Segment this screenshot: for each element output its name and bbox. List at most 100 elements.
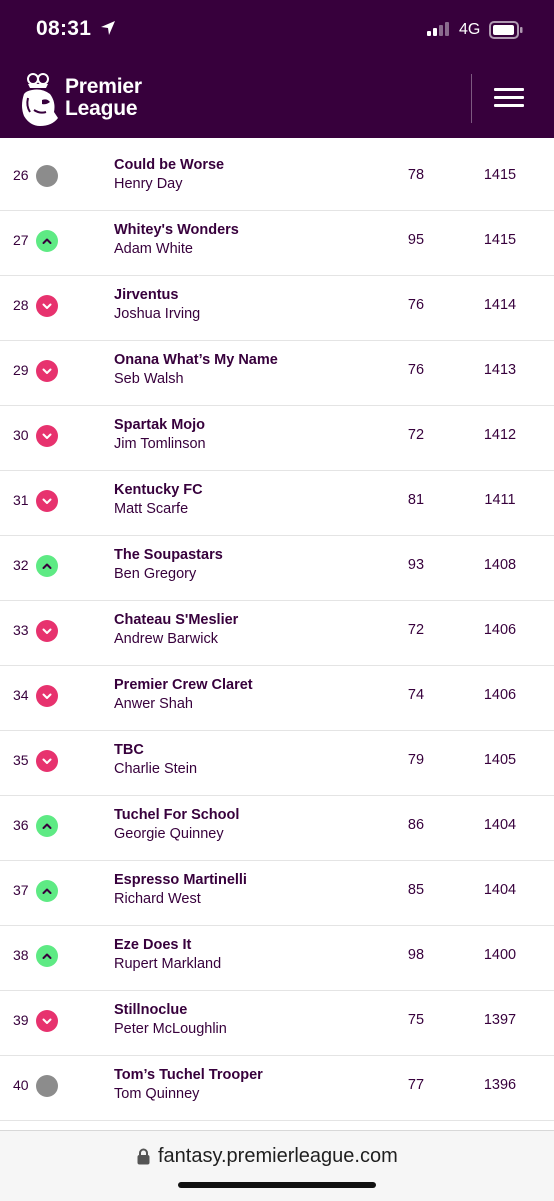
url-text: fantasy.premierleague.com bbox=[158, 1145, 398, 1167]
standings-row[interactable]: 28 Jirventus Joshua Irving 76 1414 bbox=[0, 276, 554, 341]
standings-row[interactable]: 26 Could be Worse Henry Day 78 1415 bbox=[0, 146, 554, 211]
total-points: 1415 bbox=[483, 167, 517, 183]
row-rank: 28 bbox=[13, 297, 29, 313]
standings-row[interactable]: 36 Tuchel For School Georgie Quinney 86 1404 bbox=[0, 796, 554, 861]
gameweek-points: 95 bbox=[407, 232, 425, 248]
standings-row[interactable]: 40 Tom’s Tuchel Trooper Tom Quinney 77 1396 bbox=[0, 1056, 554, 1121]
team-name[interactable]: Onana What’s My Name bbox=[114, 352, 278, 368]
standings-row[interactable]: 37 Espresso Martinelli Richard West 85 1404 bbox=[0, 861, 554, 926]
row-rank: 39 bbox=[13, 1012, 29, 1028]
standings-row[interactable]: 32 The Soupastars Ben Gregory 93 1408 bbox=[0, 536, 554, 601]
standings-row[interactable]: 29 Onana What’s My Name Seb Walsh 76 1413 bbox=[0, 341, 554, 406]
total-points: 1405 bbox=[483, 752, 517, 768]
movement-down-indicator bbox=[36, 1010, 58, 1032]
standings-row[interactable]: 38 Eze Does It Rupert Markland 98 1400 bbox=[0, 926, 554, 991]
gameweek-points: 75 bbox=[407, 1012, 425, 1028]
movement-same-indicator bbox=[36, 165, 58, 187]
team-name[interactable]: Whitey's Wonders bbox=[114, 222, 239, 238]
browser-url-bar[interactable]: fantasy.premierleague.com bbox=[0, 1130, 554, 1201]
rank-up-icon bbox=[42, 238, 52, 244]
team-name[interactable]: Premier Crew Claret bbox=[114, 677, 253, 693]
gameweek-points: 81 bbox=[407, 492, 425, 508]
gameweek-points: 72 bbox=[407, 427, 425, 443]
standings-row[interactable]: 33 Chateau S'Meslier Andrew Barwick 72 1406 bbox=[0, 601, 554, 666]
rank-down-icon bbox=[42, 368, 52, 374]
signal-strength-icon bbox=[427, 22, 449, 36]
menu-icon[interactable] bbox=[494, 88, 530, 112]
team-name[interactable]: The Soupastars bbox=[114, 547, 223, 563]
rank-down-icon bbox=[42, 628, 52, 634]
manager-name: Peter McLoughlin bbox=[114, 1021, 227, 1037]
gameweek-points: 76 bbox=[407, 362, 425, 378]
standings-row[interactable]: 39 Stillnoclue Peter McLoughlin 75 1397 bbox=[0, 991, 554, 1056]
manager-name: Seb Walsh bbox=[114, 371, 184, 387]
gameweek-points: 76 bbox=[407, 297, 425, 313]
premier-league-lion-logo[interactable] bbox=[14, 72, 62, 128]
row-rank: 33 bbox=[13, 622, 29, 638]
manager-name: Jim Tomlinson bbox=[114, 436, 206, 452]
total-points: 1397 bbox=[483, 1012, 517, 1028]
manager-name: Anwer Shah bbox=[114, 696, 193, 712]
movement-up-indicator bbox=[36, 945, 58, 967]
standings-row[interactable]: 27 Whitey's Wonders Adam White 95 1415 bbox=[0, 211, 554, 276]
manager-name: Rupert Markland bbox=[114, 956, 222, 972]
standings-row[interactable]: 35 TBC Charlie Stein 79 1405 bbox=[0, 731, 554, 796]
total-points: 1406 bbox=[483, 622, 517, 638]
team-name[interactable]: Kentucky FC bbox=[114, 482, 203, 498]
row-rank: 32 bbox=[13, 557, 29, 573]
movement-up-indicator bbox=[36, 815, 58, 837]
team-name[interactable]: Eze Does It bbox=[114, 937, 192, 953]
team-name[interactable]: TBC bbox=[114, 742, 144, 758]
brand-line1: Premier bbox=[65, 75, 142, 98]
brand-line2: League bbox=[65, 97, 138, 120]
row-rank: 29 bbox=[13, 362, 29, 378]
team-name[interactable]: Chateau S'Meslier bbox=[114, 612, 239, 628]
battery-icon bbox=[489, 21, 523, 39]
movement-up-indicator bbox=[36, 880, 58, 902]
manager-name: Henry Day bbox=[114, 176, 183, 192]
manager-name: Charlie Stein bbox=[114, 761, 198, 777]
standings-row[interactable]: 34 Premier Crew Claret Anwer Shah 74 1406 bbox=[0, 666, 554, 731]
gameweek-points: 74 bbox=[407, 687, 425, 703]
standings-list: 26 Could be Worse Henry Day 78 1415 27 Whitey'… bbox=[0, 138, 554, 1130]
standings-row[interactable]: 30 Spartak Mojo Jim Tomlinson 72 1412 bbox=[0, 406, 554, 471]
team-name[interactable]: Could be Worse bbox=[114, 157, 225, 173]
row-rank: 40 bbox=[13, 1077, 29, 1093]
total-points: 1404 bbox=[483, 882, 517, 898]
rank-up-icon bbox=[42, 888, 52, 894]
gameweek-points: 78 bbox=[407, 167, 425, 183]
home-indicator[interactable] bbox=[178, 1182, 376, 1188]
manager-name: Andrew Barwick bbox=[114, 631, 218, 647]
gameweek-points: 93 bbox=[407, 557, 425, 573]
gameweek-points: 72 bbox=[407, 622, 425, 638]
movement-up-indicator bbox=[36, 230, 58, 252]
total-points: 1413 bbox=[483, 362, 517, 378]
movement-down-indicator bbox=[36, 490, 58, 512]
total-points: 1404 bbox=[483, 817, 517, 833]
rank-up-icon bbox=[42, 823, 52, 829]
location-arrow-icon bbox=[101, 21, 115, 35]
rank-down-icon bbox=[42, 433, 52, 439]
team-name[interactable]: Espresso Martinelli bbox=[114, 872, 247, 888]
brand-wordmark[interactable]: Premier League bbox=[65, 76, 142, 120]
gameweek-points: 77 bbox=[407, 1077, 425, 1093]
gameweek-points: 85 bbox=[407, 882, 425, 898]
manager-name: Georgie Quinney bbox=[114, 826, 224, 842]
total-points: 1412 bbox=[483, 427, 517, 443]
row-rank: 34 bbox=[13, 687, 29, 703]
team-name[interactable]: Tuchel For School bbox=[114, 807, 240, 823]
team-name[interactable]: Tom’s Tuchel Trooper bbox=[114, 1067, 263, 1083]
total-points: 1396 bbox=[483, 1077, 517, 1093]
team-name[interactable]: Stillnoclue bbox=[114, 1002, 188, 1018]
movement-same-indicator bbox=[36, 1075, 58, 1097]
movement-down-indicator bbox=[36, 425, 58, 447]
row-rank: 26 bbox=[13, 167, 29, 183]
team-name[interactable]: Jirventus bbox=[114, 287, 179, 303]
rank-down-icon bbox=[42, 758, 52, 764]
manager-name: Tom Quinney bbox=[114, 1086, 200, 1102]
total-points: 1408 bbox=[483, 557, 517, 573]
standings-row[interactable]: 31 Kentucky FC Matt Scarfe 81 1411 bbox=[0, 471, 554, 536]
team-name[interactable]: Spartak Mojo bbox=[114, 417, 206, 433]
total-points: 1415 bbox=[483, 232, 517, 248]
gameweek-points: 98 bbox=[407, 947, 425, 963]
